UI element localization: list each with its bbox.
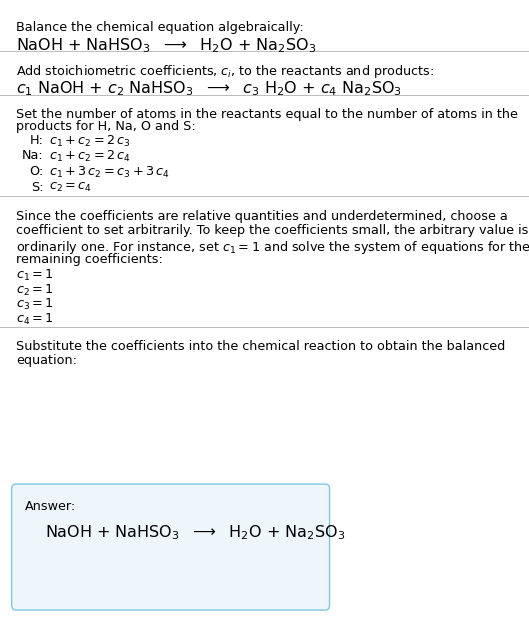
Text: H:: H:: [30, 134, 43, 147]
Text: $c_3 = 1$: $c_3 = 1$: [16, 297, 53, 312]
Text: $c_1 + 3\,c_2 = c_3 + 3\,c_4$: $c_1 + 3\,c_2 = c_3 + 3\,c_4$: [49, 165, 169, 180]
Text: Na:: Na:: [22, 149, 43, 162]
Text: NaOH + NaHSO$_3$  $\longrightarrow$  H$_2$O + Na$_2$SO$_3$: NaOH + NaHSO$_3$ $\longrightarrow$ H$_2$…: [16, 36, 316, 55]
Text: S:: S:: [31, 181, 43, 194]
Text: ordinarily one. For instance, set $c_1 = 1$ and solve the system of equations fo: ordinarily one. For instance, set $c_1 =…: [16, 239, 529, 256]
Text: $c_1 = 1$: $c_1 = 1$: [16, 268, 53, 283]
Text: $c_4 = 1$: $c_4 = 1$: [16, 312, 53, 327]
Text: remaining coefficients:: remaining coefficients:: [16, 253, 163, 266]
Text: equation:: equation:: [16, 354, 77, 367]
FancyBboxPatch shape: [12, 484, 330, 610]
Text: $c_1 + c_2 = 2\,c_3$: $c_1 + c_2 = 2\,c_3$: [49, 134, 130, 149]
Text: coefficient to set arbitrarily. To keep the coefficients small, the arbitrary va: coefficient to set arbitrarily. To keep …: [16, 224, 528, 238]
Text: Balance the chemical equation algebraically:: Balance the chemical equation algebraica…: [16, 21, 304, 34]
Text: $c_1$ NaOH + $c_2$ NaHSO$_3$  $\longrightarrow$  $c_3$ H$_2$O + $c_4$ Na$_2$SO$_: $c_1$ NaOH + $c_2$ NaHSO$_3$ $\longright…: [16, 80, 402, 98]
Text: Substitute the coefficients into the chemical reaction to obtain the balanced: Substitute the coefficients into the che…: [16, 340, 505, 353]
Text: $c_2 = 1$: $c_2 = 1$: [16, 283, 53, 298]
Text: NaOH + NaHSO$_3$  $\longrightarrow$  H$_2$O + Na$_2$SO$_3$: NaOH + NaHSO$_3$ $\longrightarrow$ H$_2$…: [45, 524, 345, 542]
Text: $c_2 = c_4$: $c_2 = c_4$: [49, 181, 92, 194]
Text: Add stoichiometric coefficients, $c_i$, to the reactants and products:: Add stoichiometric coefficients, $c_i$, …: [16, 63, 434, 80]
Text: Answer:: Answer:: [25, 500, 77, 513]
Text: Set the number of atoms in the reactants equal to the number of atoms in the: Set the number of atoms in the reactants…: [16, 108, 518, 121]
Text: products for H, Na, O and S:: products for H, Na, O and S:: [16, 120, 196, 134]
Text: O:: O:: [29, 165, 43, 178]
Text: $c_1 + c_2 = 2\,c_4$: $c_1 + c_2 = 2\,c_4$: [49, 149, 131, 164]
Text: Since the coefficients are relative quantities and underdetermined, choose a: Since the coefficients are relative quan…: [16, 210, 508, 223]
